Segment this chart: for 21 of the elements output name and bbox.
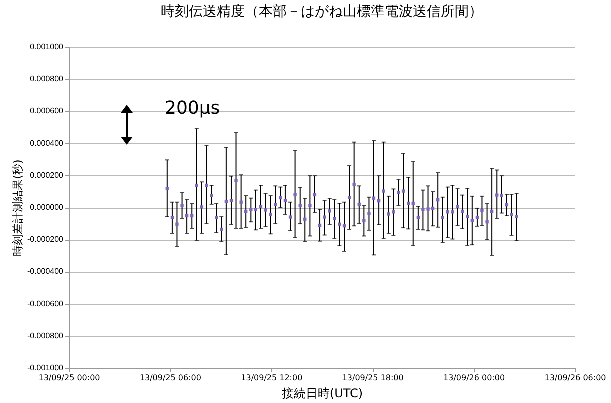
x-tick-label: 13/09/26 06:00	[544, 374, 606, 382]
x-tick-label: 13/09/25 00:00	[38, 374, 100, 382]
chart-title: 時刻伝送精度（本部－はがね山標準電波送信所間）	[161, 4, 483, 20]
y-tick-label: -0.000600	[27, 299, 64, 308]
x-tick-label: 13/09/26 00:00	[444, 374, 506, 382]
y-tick-label: -0.000200	[27, 235, 64, 244]
x-axis-title: 接続日時(UTC)	[282, 386, 364, 400]
y-tick-label: 0.000600	[30, 106, 64, 116]
x-tick-label: 13/09/25 18:00	[342, 374, 404, 382]
y-tick-label: 0.000400	[30, 138, 64, 148]
x-tick-label: 13/09/25 12:00	[241, 374, 303, 382]
x-tick-label: 13/09/25 06:00	[140, 374, 202, 382]
y-tick-label: 0.000000	[30, 203, 64, 212]
y-tick-label: 0.000200	[30, 170, 64, 180]
y-axis-title: 時刻差計測結果(秒)	[11, 160, 24, 256]
y-tick-label: 0.001000	[30, 42, 64, 52]
y-tick-label: -0.000400	[27, 267, 64, 276]
annotation: 200µs	[165, 98, 220, 119]
y-tick-label: 0.000800	[30, 74, 64, 84]
y-tick-label: -0.001000	[27, 364, 64, 372]
y-tick-label: -0.000800	[27, 331, 64, 340]
